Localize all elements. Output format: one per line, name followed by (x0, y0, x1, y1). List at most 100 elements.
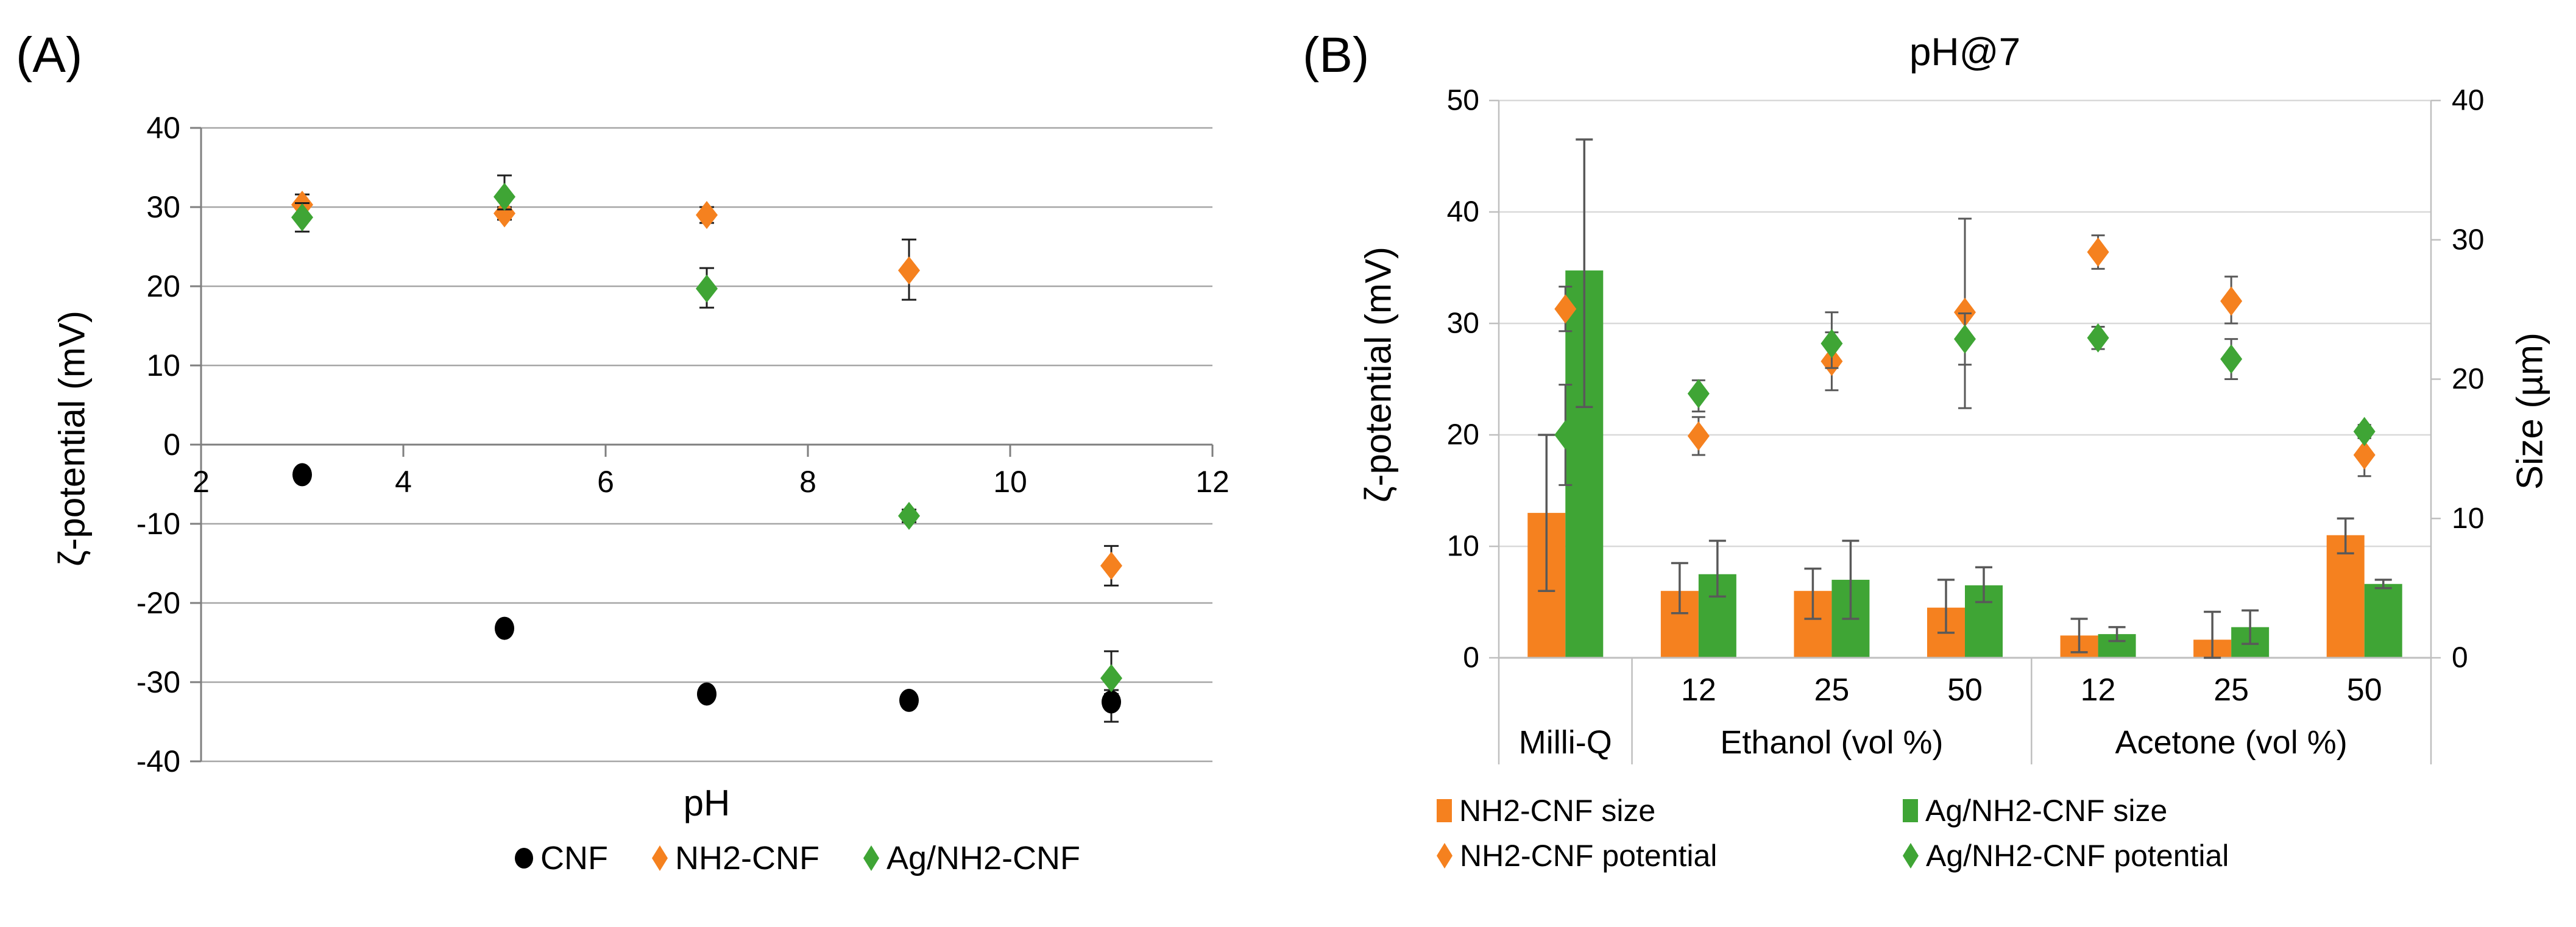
category-label: 50 (1947, 672, 1983, 708)
category-label: 25 (2213, 672, 2249, 708)
left-axis-tick-label: 10 (1447, 530, 1479, 563)
error-bar (1708, 540, 1726, 598)
point-NH2-CNF (696, 201, 718, 229)
error-bar (2374, 579, 2392, 590)
point-CNF (899, 688, 919, 712)
point-Ag/NH2-CNF potential (2353, 417, 2376, 446)
legend-item-cnf: CNF (515, 839, 608, 877)
y-axis-tick-label: 30 (146, 190, 180, 224)
bar-NH2-CNF size (2326, 535, 2365, 658)
nh2-cnf-potential-diamond-icon (1437, 843, 1453, 869)
category-label: 12 (2081, 672, 2116, 708)
panel-b-title: pH@7 (1909, 30, 2021, 74)
error-bar (1576, 138, 1593, 408)
legend-label-ag-nh2-cnf-size: Ag/NH2-CNF size (1925, 794, 2168, 828)
error-bar (1975, 566, 1992, 604)
legend-item-nh2-cnf-size: NH2-CNF size (1437, 793, 1903, 828)
nh2-cnf-diamond-icon (651, 845, 668, 871)
point-NH2-CNF potential (2353, 440, 2376, 470)
series-NH2-CNF (291, 191, 1122, 587)
point-Ag/NH2-CNF potential (1954, 324, 1976, 354)
category-group-label: Ethanol (vol %) (1720, 724, 1943, 761)
left-axis-tick-label: 20 (1447, 419, 1479, 451)
point-CNF (292, 463, 312, 487)
category-group-label: Milli-Q (1519, 724, 1612, 761)
point-NH2-CNF (898, 256, 920, 284)
point-Ag/NH2-CNF (898, 502, 920, 530)
point-series-Ag/NH2-CNF potential (1554, 311, 2376, 486)
error-bar (1538, 434, 1555, 592)
right-axis-tick-label: 0 (2452, 642, 2468, 674)
right-axis-tick-label: 10 (2452, 502, 2484, 535)
point-NH2-CNF potential (1554, 294, 1577, 324)
error-bar (1842, 540, 1859, 620)
cnf-circle-icon (515, 848, 533, 869)
legend-label-ag-nh2-cnf-potential: Ag/NH2-CNF potential (1926, 839, 2229, 873)
legend-item-ag-nh2-cnf: Ag/NH2-CNF (863, 839, 1080, 877)
x-axis-tick-label: 8 (799, 465, 816, 499)
right-axis-tick-label: 30 (2452, 224, 2484, 256)
right-axis-tick-label: 40 (2452, 85, 2484, 117)
legend-label-nh2-cnf-potential: NH2-CNF potential (1460, 839, 1718, 873)
panel-b-right-axis-title: Size (µm) (2509, 333, 2550, 490)
error-bar (2108, 626, 2126, 643)
legend-item-ag-nh2-cnf-potential: Ag/NH2-CNF potential (1903, 838, 2229, 873)
panel-a-y-axis-title: ζ-potential (mV) (51, 311, 93, 566)
category-label: 50 (2347, 672, 2382, 708)
y-axis-tick-label: 40 (146, 111, 180, 145)
error-bar (2070, 618, 2088, 654)
x-axis-tick-label: 12 (1195, 465, 1230, 499)
error-bar (2204, 610, 2221, 659)
ag-nh2-cnf-diamond-icon (863, 845, 879, 871)
bar-errors-Ag/NH2-CNF size (1576, 138, 2392, 645)
y-axis-tick-label: -40 (136, 744, 180, 778)
x-axis-tick-label: 2 (193, 465, 210, 499)
error-bar (2337, 517, 2354, 555)
panel-b-chart: 0 10 20 30 40 50 0 10 20 30 40 12 25 50 12 25 50 Milli-Q E… (1447, 85, 2484, 764)
legend-label-nh2-cnf: NH2-CNF (674, 840, 819, 876)
error-bar (1804, 567, 1822, 620)
point-Ag/NH2-CNF (1100, 664, 1122, 693)
legend-item-nh2-cnf: NH2-CNF (651, 839, 819, 877)
point-CNF (495, 616, 514, 640)
bar-errors-NH2-CNF size (1538, 434, 2354, 659)
panel-a-legend: CNF NH2-CNF Ag/NH2-CNF (515, 839, 1080, 877)
y-axis-tick-label: -10 (136, 507, 180, 541)
bar-Ag/NH2-CNF size (2364, 583, 2402, 658)
point-Ag/NH2-CNF potential (2220, 344, 2243, 374)
y-axis-tick-label: 10 (146, 348, 180, 382)
point-NH2-CNF potential (2087, 237, 2109, 267)
x-axis-tick-label: 4 (395, 465, 412, 499)
y-axis-tick-label: 0 (163, 428, 180, 462)
point-NH2-CNF potential (1687, 421, 1710, 451)
error-bar (1937, 579, 1955, 634)
point-Ag/NH2-CNF potential (2087, 323, 2109, 353)
y-axis-tick-label: -20 (136, 586, 180, 620)
point-Ag/NH2-CNF (291, 203, 313, 231)
y-axis-tick-label: -30 (136, 665, 180, 699)
legend-item-ag-nh2-cnf-size: Ag/NH2-CNF size (1903, 793, 2229, 828)
point-NH2-CNF (1100, 551, 1122, 580)
point-Ag/NH2-CNF (494, 183, 515, 211)
legend-label-nh2-cnf-size: NH2-CNF size (1459, 794, 1656, 828)
point-Ag/NH2-CNF potential (1821, 328, 1843, 358)
ag-nh2-cnf-potential-diamond-icon (1903, 843, 1919, 869)
ag-nh2-cnf-size-bar-icon (1903, 799, 1918, 822)
category-group-label: Acetone (vol %) (2115, 724, 2348, 761)
x-axis-tick-label: 6 (597, 465, 614, 499)
point-Ag/NH2-CNF potential (1687, 379, 1710, 409)
panel-a-chart: 40 30 20 10 0 -10 -20 -30 -40 2 4 6 8 10 12 (136, 111, 1230, 778)
panel-b-label: (B) (1303, 27, 1370, 83)
point-Ag/NH2-CNF (696, 274, 718, 303)
panel-a-label: (A) (16, 27, 83, 83)
point-NH2-CNF potential (1954, 297, 1976, 327)
nh2-cnf-size-bar-icon (1437, 799, 1452, 822)
category-label: 25 (1814, 672, 1850, 708)
point-NH2-CNF (494, 199, 515, 228)
category-label: 12 (1681, 672, 1716, 708)
point-CNF (697, 682, 717, 706)
right-axis-tick-label: 20 (2452, 363, 2484, 395)
point-CNF (1102, 690, 1121, 714)
x-axis-tick-label: 10 (993, 465, 1027, 499)
